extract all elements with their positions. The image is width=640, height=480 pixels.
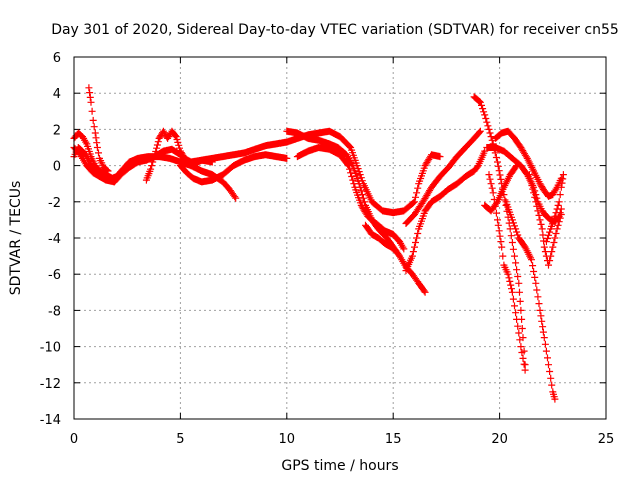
data-point-markers [542, 171, 567, 246]
x-axis-label: GPS time / hours [281, 458, 398, 474]
data-points [70, 84, 567, 403]
data-point-markers [362, 221, 399, 255]
series-track-13 [491, 127, 565, 200]
series-track-10 [402, 127, 484, 227]
series-track-15 [481, 162, 521, 215]
data-point-markers [491, 127, 565, 200]
y-tick-label: 0 [53, 160, 61, 175]
series-track-17 [525, 171, 565, 269]
data-point-markers [142, 127, 216, 184]
series-track-16 [502, 198, 559, 403]
y-tick-label: 2 [53, 123, 61, 138]
data-point-markers [485, 171, 529, 374]
y-tick-label: -6 [48, 268, 61, 283]
x-tick-label: 0 [70, 432, 78, 447]
x-tick-label: 20 [491, 432, 508, 447]
y-axis-label: SDTVAR / TECUs [8, 181, 24, 296]
chart-title: Day 301 of 2020, Sidereal Day-to-day VTE… [51, 22, 619, 38]
data-point-markers [481, 162, 521, 215]
series-track-5 [176, 151, 291, 186]
series-track-9 [402, 147, 489, 275]
x-tick-label: 5 [176, 432, 184, 447]
x-tick-label: 15 [385, 432, 402, 447]
y-tick-label: -8 [48, 304, 61, 319]
data-point-markers [402, 127, 484, 227]
series-track-12 [485, 171, 529, 374]
series-track-18 [542, 171, 567, 246]
y-tick-label: -2 [48, 196, 61, 211]
series-track-7 [293, 144, 408, 253]
x-tick-label: 10 [279, 432, 296, 447]
y-tick-label: -12 [40, 377, 61, 392]
y-tick-label: -10 [40, 341, 61, 356]
series-track-3 [85, 84, 112, 175]
x-tick-label: 25 [598, 432, 615, 447]
data-point-markers [176, 151, 291, 186]
data-point-markers [525, 171, 565, 269]
y-tick-label: 6 [53, 51, 61, 66]
grid [74, 57, 606, 419]
data-point-markers [502, 198, 559, 403]
y-tick-label: -14 [40, 413, 61, 428]
data-point-markers [402, 147, 489, 275]
y-tick-label: 4 [53, 87, 61, 102]
data-point-markers [85, 84, 112, 175]
plot-frame [73, 56, 607, 420]
series-track-4 [142, 127, 216, 184]
y-tick-label: -4 [48, 232, 61, 247]
data-point-markers [293, 144, 408, 253]
series-track-8 [362, 221, 399, 255]
